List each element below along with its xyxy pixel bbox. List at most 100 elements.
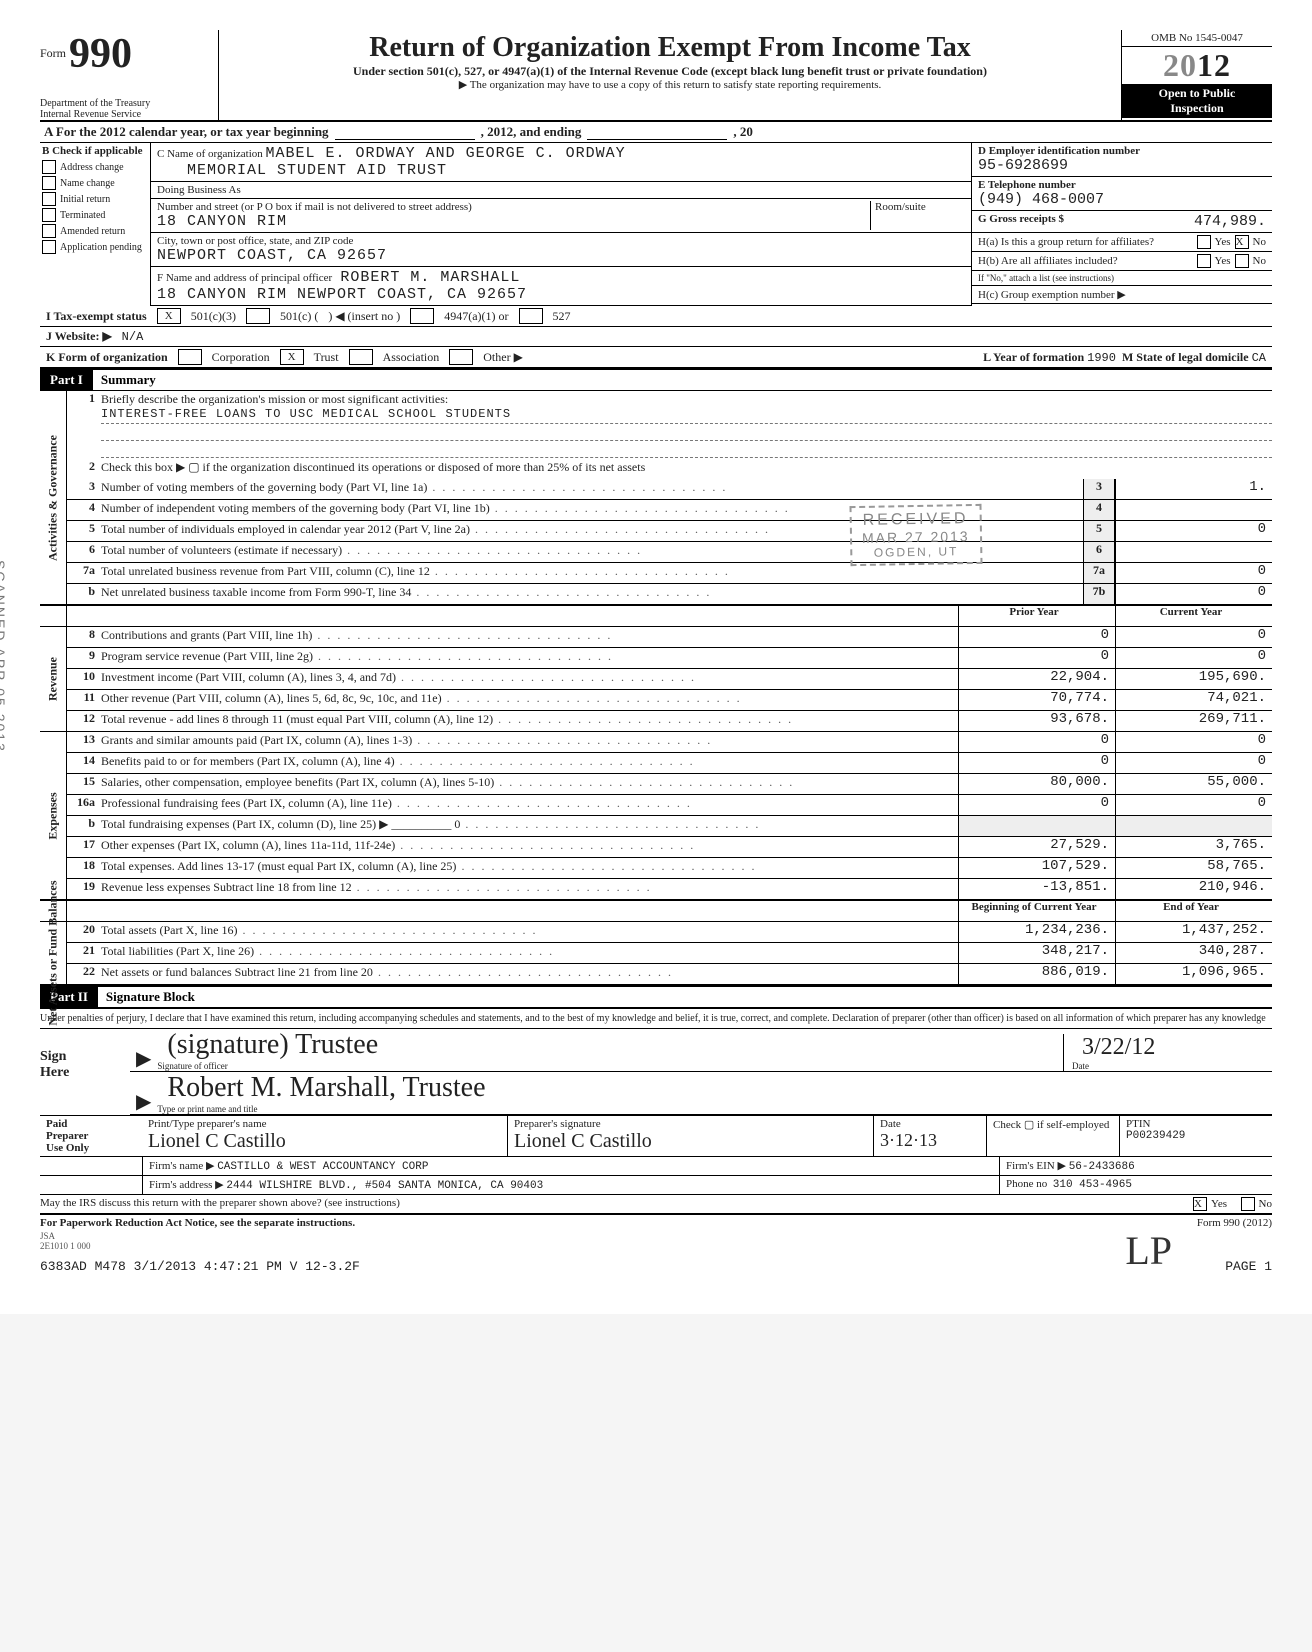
net-col-headers: Beginning of Current Year End of Year [40,900,1272,922]
prep-date-label: Date [880,1118,980,1130]
checkbox-icon[interactable] [1197,235,1211,249]
officer-printed-name[interactable]: Robert M. Marshall, Trustee [157,1072,1272,1104]
cb-corporation[interactable] [178,349,202,365]
addr-label: Firm's address ▶ [149,1179,224,1191]
irs-discuss-row: May the IRS discuss this return with the… [40,1195,1272,1215]
prep-name-value[interactable]: Lionel C Castillo [148,1130,501,1153]
line-7b: b Net unrelated business taxable income … [67,584,1272,604]
cb-amended-return[interactable]: Amended return [40,223,150,239]
i-label: I Tax-exempt status [46,309,147,324]
officer-signature-row: ▶ (signature) Trustee Signature of offic… [130,1029,1272,1072]
org-name-2: MEMORIAL STUDENT AID TRUST [157,162,447,179]
line-text: Total revenue - add lines 8 through 11 (… [101,711,958,731]
checkbox-icon[interactable] [42,224,56,238]
current-value: 55,000. [1115,774,1272,794]
jsa-code: 2E1010 1 000 [40,1241,91,1251]
line-boxnum: 7b [1083,584,1115,604]
hb-yesno[interactable]: Yes No [1197,254,1266,268]
cb-label: Application pending [60,242,142,253]
prior-value: -13,851. [958,879,1115,899]
cb-initial-return[interactable]: Initial return [40,191,150,207]
street-label: Number and street (or P O box if mail is… [157,201,870,213]
line-text: Net unrelated business taxable income fr… [101,584,1083,604]
cb-501c3[interactable]: X [157,308,181,324]
officer-signature[interactable]: (signature) Trustee [157,1029,1063,1061]
checkbox-icon[interactable] [1197,254,1211,268]
line-text: Total fundraising expenses (Part IX, col… [101,816,958,836]
line-19: 19Revenue less expenses Subtract line 18… [67,879,1272,899]
line-4: 4 Number of independent voting members o… [67,500,1272,521]
line-num: 2 [67,459,101,479]
cb-address-change[interactable]: Address change [40,159,150,175]
checkbox-icon[interactable] [42,176,56,190]
linea-suffix: , 20 [733,124,753,140]
checkbox-icon[interactable] [42,208,56,222]
mission-blank[interactable] [101,441,1272,458]
linea-begin-blank[interactable] [335,124,475,140]
section-net-assets: Net Assets or Fund Balances 20Total asse… [40,922,1272,986]
linea-end-blank[interactable] [587,124,727,140]
col-c-org-info: C Name of organization MABEL E. ORDWAY A… [151,143,971,306]
prep-sig-value[interactable]: Lionel C Castillo [514,1130,867,1153]
ha-yesno[interactable]: Yes XNo [1197,235,1266,249]
form-number: Form 990 [40,30,210,78]
cb-trust[interactable]: X [280,349,304,365]
line-b: bTotal fundraising expenses (Part IX, co… [67,816,1272,837]
checkbox-icon[interactable]: X [1193,1197,1207,1211]
phone-row: E Telephone number (949) 468-0007 [972,177,1272,211]
line-a-calendar-year: A For the 2012 calendar year, or tax yea… [40,122,1272,143]
line-text: Check this box ▶ ▢ if the organization d… [101,459,1272,479]
line-value: 0 [1115,563,1272,583]
self-employed-cell[interactable]: Check ▢ if self-employed [987,1116,1120,1156]
line-text: Investment income (Part VIII, column (A)… [101,669,958,689]
prep-date-value[interactable]: 3·12·13 [880,1130,980,1151]
cb-name-change[interactable]: Name change [40,175,150,191]
cb-527[interactable] [519,308,543,324]
opt-4947: 4947(a)(1) or [444,309,508,324]
line-num: 22 [67,964,101,984]
yes-label: Yes [1215,255,1231,267]
line-3: 3 Number of voting members of the govern… [67,479,1272,500]
gross-receipts-row: G Gross receipts $ 474,989. [972,211,1272,233]
row-j-website: J Website: ▶ N/A [40,327,1272,347]
checkbox-icon[interactable] [42,160,56,174]
cb-501c[interactable] [246,308,270,324]
hb-note: If "No," attach a list (see instructions… [972,271,1272,286]
mission-blank[interactable] [101,424,1272,441]
prior-value: 93,678. [958,711,1115,731]
g-label: G Gross receipts $ [978,213,1064,230]
checkbox-icon[interactable] [42,192,56,206]
line-num: 9 [67,648,101,668]
checkbox-icon[interactable] [1241,1197,1255,1211]
line-18: 18Total expenses. Add lines 13-17 (must … [67,858,1272,879]
phone-value: (949) 468-0007 [978,191,1266,208]
line-12: 12Total revenue - add lines 8 through 11… [67,711,1272,731]
cb-4947[interactable] [410,308,434,324]
cb-association[interactable] [349,349,373,365]
cb-terminated[interactable]: Terminated [40,207,150,223]
line-text: Total expenses. Add lines 13-17 (must eq… [101,858,958,878]
firm-address-row: Firm's address ▶ 2444 WILSHIRE BLVD., #5… [40,1176,1272,1195]
current-value [1115,816,1272,836]
cb-application-pending[interactable]: Application pending [40,239,150,255]
line-num: 20 [67,922,101,942]
officer-addr: 18 CANYON RIM NEWPORT COAST, CA 92657 [157,286,527,303]
part-2-bar: Part II Signature Block [40,986,1272,1008]
line-21: 21Total liabilities (Part X, line 26)348… [67,943,1272,964]
line-num: 15 [67,774,101,794]
hc-row: H(c) Group exemption number ▶ [972,286,1272,304]
col-headers-row: Prior Year Current Year [40,605,1272,627]
checkbox-icon[interactable] [1235,254,1249,268]
opt-assoc: Association [383,350,440,365]
e-label: E Telephone number [978,179,1266,191]
sign-date[interactable]: 3/22/12 [1072,1034,1272,1061]
checkbox-icon[interactable] [42,240,56,254]
current-value: 195,690. [1115,669,1272,689]
paperwork-notice: For Paperwork Reduction Act Notice, see … [40,1217,1197,1229]
received-stamp: RECEIVED MAR 27 2013 OGDEN, UT [850,504,983,566]
cb-other[interactable] [449,349,473,365]
irs-discuss-yesno[interactable]: XYes No [1193,1197,1272,1211]
checkbox-icon[interactable]: X [1235,235,1249,249]
line-11: 11Other revenue (Part VIII, column (A), … [67,690,1272,711]
line-text: Other revenue (Part VIII, column (A), li… [101,690,958,710]
